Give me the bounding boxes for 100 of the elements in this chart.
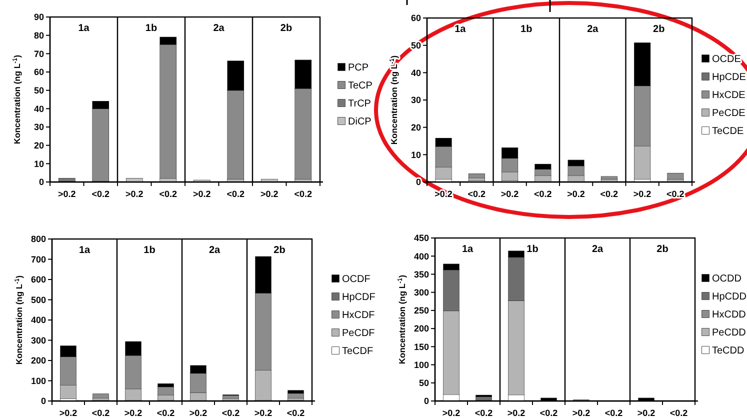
y-tick-label: 800 <box>30 234 46 244</box>
y-tick-label: 60 <box>34 67 44 78</box>
annotation: 1b <box>526 244 538 255</box>
y-tick-label: 0 <box>416 177 421 188</box>
x-tick-label: <0.2 <box>534 189 552 199</box>
y-tick-label: 70 <box>34 48 44 59</box>
y-tick-label: 300 <box>30 335 46 346</box>
x-tick-label: >0.2 <box>192 189 211 199</box>
legend-label: HxCDF <box>342 310 375 321</box>
legend-label: HpCDF <box>342 292 376 303</box>
x-tick-label: >0.2 <box>125 189 144 199</box>
legend-label: PCP <box>348 62 369 74</box>
x-tick-label: <0.2 <box>474 408 493 418</box>
annotation: 1a <box>78 245 90 256</box>
y-tick-label: 500 <box>30 294 46 305</box>
annotation: 2a <box>208 245 220 256</box>
x-tick-label: >0.2 <box>567 189 585 199</box>
legend-label: HpCDD <box>712 292 746 302</box>
y-tick-label: 300 <box>414 287 429 298</box>
legend-label: TrCP <box>348 98 372 110</box>
x-tick-label: <0.2 <box>294 189 312 199</box>
annotation: 1b <box>145 23 158 34</box>
y-tick-label: 30 <box>410 95 421 106</box>
y-tick-label: 400 <box>414 251 429 262</box>
x-tick-label: >0.2 <box>637 408 656 418</box>
y-tick-label: 0 <box>40 396 46 406</box>
x-tick-label: >0.2 <box>572 408 590 418</box>
annotation: 1a <box>462 244 474 255</box>
legend-label: HpCDE <box>712 72 746 83</box>
x-tick-label: >0.2 <box>189 408 208 418</box>
y-tick-label: 250 <box>414 306 429 316</box>
x-tick-label: <0.2 <box>92 189 110 199</box>
y-tick-label: 100 <box>30 376 46 386</box>
x-tick-label: <0.2 <box>670 408 688 418</box>
legend-label: DiCP <box>348 116 372 128</box>
annotation: 2a <box>587 24 599 35</box>
x-tick-label: <0.2 <box>159 189 178 199</box>
legend-label: PeCDF <box>342 328 375 339</box>
y-tick-label: 0 <box>424 396 429 406</box>
y-tick-label: 50 <box>418 378 429 388</box>
annotation: 1b <box>520 24 532 35</box>
x-tick-label: <0.2 <box>666 189 684 199</box>
annotation: 2b <box>653 24 665 35</box>
y-tick-label: 20 <box>410 122 421 132</box>
x-tick-label: >0.2 <box>507 408 526 418</box>
annotation: 2a <box>213 23 225 34</box>
legend-label: TeCDD <box>712 346 744 356</box>
y-tick-label: 90 <box>34 12 44 22</box>
y-tick-label: 100 <box>414 360 429 370</box>
y-tick-label: 20 <box>34 140 44 150</box>
x-tick-label: >0.2 <box>124 408 142 418</box>
x-tick-label: <0.2 <box>222 408 240 418</box>
y-tick-label: 400 <box>30 315 46 326</box>
annotation: 1a <box>78 23 90 34</box>
y-tick-label: 600 <box>30 274 46 285</box>
x-tick-label: >0.2 <box>633 189 652 199</box>
x-tick-label: <0.2 <box>226 189 245 199</box>
x-tick-label: <0.2 <box>540 408 558 418</box>
y-tick-label: 200 <box>30 356 46 366</box>
legend-label: PeCDD <box>712 328 746 338</box>
x-tick-label: <0.2 <box>286 408 305 418</box>
annotation: 1a <box>454 24 466 35</box>
x-tick-label: <0.2 <box>468 189 486 199</box>
legend-label: PeCDE <box>712 108 746 119</box>
legend-label: TeCP <box>348 80 373 92</box>
y-tick-label: 10 <box>34 158 44 169</box>
x-tick-label: <0.2 <box>604 408 623 418</box>
y-tick-label: 30 <box>34 122 44 132</box>
annotation: 1b <box>144 245 156 256</box>
legend-label: OCDF <box>342 274 370 285</box>
annotation: 2a <box>592 244 604 255</box>
x-tick-label: >0.2 <box>260 189 278 199</box>
x-tick-label: >0.2 <box>442 408 460 418</box>
y-tick-label: 700 <box>30 254 46 264</box>
x-tick-label: >0.2 <box>58 189 76 199</box>
x-tick-label: >0.2 <box>254 408 272 418</box>
y-tick-label: 350 <box>414 269 429 280</box>
x-tick-label: >0.2 <box>500 189 519 199</box>
y-tick-label: 50 <box>34 85 44 96</box>
x-tick-label: <0.2 <box>156 408 175 418</box>
annotation: 2b <box>656 244 668 255</box>
y-tick-label: 60 <box>410 13 421 24</box>
y-tick-label: 80 <box>34 30 44 40</box>
legend-label: TeCDF <box>342 346 374 357</box>
y-tick-label: 200 <box>414 324 429 334</box>
x-tick-label: <0.2 <box>92 408 110 418</box>
annotation: 2b <box>274 245 286 256</box>
y-tick-label: 450 <box>414 233 429 244</box>
y-tick-label: 150 <box>414 342 429 352</box>
legend-label: HxCDE <box>712 90 746 101</box>
legend-label: OCDD <box>712 274 742 284</box>
y-tick-label: 10 <box>410 150 421 160</box>
legend-label: HxCDD <box>712 310 746 320</box>
annotation: 2b <box>280 23 292 34</box>
y-tick-label: 40 <box>34 104 44 114</box>
y-tick-label: 40 <box>410 68 421 78</box>
y-tick-label: 0 <box>38 177 44 188</box>
legend-label: TeCDE <box>712 126 744 137</box>
x-tick-label: <0.2 <box>600 189 618 199</box>
x-tick-label: >0.2 <box>59 408 78 418</box>
